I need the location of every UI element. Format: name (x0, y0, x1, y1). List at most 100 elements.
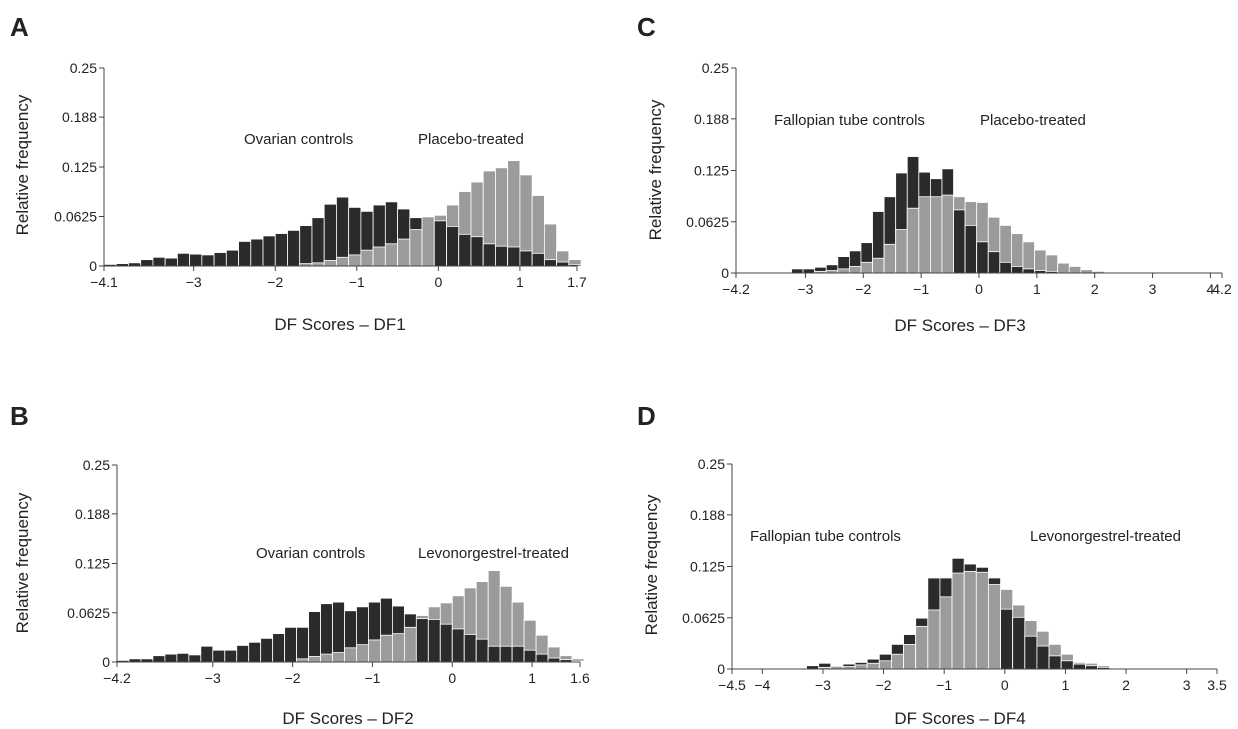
panel-b-bar-treated-20 (356, 644, 369, 663)
panel-d-bar-treated-13 (927, 609, 941, 670)
panel-b-bar-control-31 (487, 645, 501, 663)
panel-a-bar-control-5 (164, 257, 178, 267)
panel-b-bar-control-34 (523, 649, 537, 663)
panel-c-bar-control-1 (802, 268, 816, 274)
panel-a-bar-control-10 (225, 249, 239, 267)
panel-a-x-tick-label: −3 (186, 274, 202, 290)
panel-d-bar-control-19 (1000, 608, 1014, 670)
panel-c-x-tick-label: 4.2 (1212, 281, 1232, 297)
panel-c-x-tick-label: −3 (797, 281, 813, 297)
panel-d: D 0 0.0625 0.125 0.188 0.25 −4.5 −4 −3 −2 −1 0 1 2 3 3.… (637, 401, 1227, 728)
panel-b-bar-control-16 (308, 611, 321, 663)
panel-b-bar-control-8 (212, 649, 226, 663)
panel-c-x-tick-label: 4 (1207, 281, 1215, 297)
panel-d-bar-control-23 (1048, 655, 1062, 670)
panel-b-bar-treated-17 (320, 653, 333, 663)
panel-d-y-tick-label: 0.125 (690, 559, 725, 575)
panel-d-bar-treated-7 (854, 664, 868, 670)
panel-b-bar-control-27 (439, 623, 453, 663)
panel-a-y-tick-label: 0.188 (62, 109, 97, 125)
panel-b-bar-treated-21 (368, 639, 381, 663)
panel-b-control-label: Ovarian controls (256, 545, 365, 562)
panel-b-bar-control-11 (248, 641, 262, 663)
panel-a-bar-treated-25 (409, 229, 423, 267)
panel-b-x-tick-label: 0 (448, 670, 456, 686)
panel-a-x-axis-title: DF Scores – DF1 (274, 315, 405, 334)
panel-b-x-tick-label: 1.6 (570, 670, 590, 686)
panel-b-bar-control-33 (511, 645, 525, 663)
panel-a-bar-control-35 (531, 252, 545, 267)
panel-c-bar-control-19 (1011, 266, 1024, 274)
panel-b-x-tick-label: −4.2 (103, 670, 131, 686)
panel-b-bar-control-26 (427, 619, 441, 663)
panel-b-bar-treated-18 (332, 652, 345, 663)
panel-c-bar-treated-9 (895, 229, 908, 274)
panel-a-bar-control-11 (238, 241, 252, 267)
panel-a-bar-treated-19 (336, 256, 350, 267)
panel-a-bar-control-12 (250, 238, 264, 267)
panel-b-bar-control-28 (451, 628, 465, 663)
panel-a-bar-control-8 (201, 254, 215, 267)
panel-a-bar-treated-23 (384, 243, 398, 267)
panel-b-bar-treated-24 (403, 626, 417, 663)
panel-b-bar-control-12 (260, 637, 274, 663)
panel-c-y-tick-label: 0.125 (694, 163, 729, 179)
panel-a-bar-control-13 (262, 235, 276, 267)
panel-c-x-tick-label: −1 (913, 281, 929, 297)
panel-b-bar-control-15 (296, 626, 309, 663)
panel-a-bar-treated-26 (421, 216, 435, 267)
panel-b-bar-control-13 (272, 633, 286, 663)
panel-a-x-tick-label: 0 (434, 274, 442, 290)
panel-d-bar-treated-10 (891, 653, 904, 670)
panel-b-x-axis-title: DF Scores – DF2 (282, 709, 413, 728)
panel-d-x-tick-label: 3.5 (1207, 677, 1227, 693)
panel-c-bar-treated-21 (1034, 249, 1047, 274)
panel-d-x-tick-label: −4 (754, 677, 770, 693)
panel-c-bar-treated-5 (849, 266, 862, 274)
panel-c-bar-control-20 (1022, 268, 1035, 274)
panel-c-bar-treated-10 (906, 207, 920, 274)
panel-c-control-label: Fallopian tube controls (774, 112, 925, 129)
panel-b-bar-control-5 (176, 652, 190, 663)
panel-a-bar-treated-21 (360, 249, 374, 267)
panel-d-bar-treated-14 (939, 596, 953, 670)
panel-a-bar-control-18 (323, 203, 337, 267)
panel-a-y-tick-label: 0.0625 (54, 209, 97, 225)
panel-a: A 0 0.0625 0.125 0.188 0.25 −4.1 −3 −2 −1 0 1 1.7 DF … (10, 12, 587, 334)
panel-d-x-tick-label: 2 (1122, 677, 1130, 693)
panel-b-x-tick-label: −3 (205, 670, 221, 686)
panel-a-bar-control-33 (507, 246, 521, 267)
panel-a-x-tick-label: −1 (349, 274, 365, 290)
panel-b-x-tick-label: −2 (285, 670, 301, 686)
panel-a-bar-treated-18 (323, 260, 337, 267)
panel-d-y-axis-title: Relative frequency (642, 494, 661, 635)
panel-c-bar-treated-12 (930, 196, 943, 274)
panel-c-bar-treated-13 (941, 194, 954, 274)
panel-c-y-tick-label: 0 (721, 265, 729, 281)
panel-b-y-axis-title: Relative frequency (13, 492, 32, 633)
panel-d-treated-label: Levonorgestrel-treated (1030, 528, 1181, 545)
panel-b-bar-control-25 (415, 618, 429, 663)
panel-a-bar-control-34 (519, 250, 533, 267)
panel-a-control-label: Ovarian controls (244, 131, 353, 148)
panel-a-y-axis-title: Relative frequency (13, 94, 32, 235)
panel-a-bar-control-16 (299, 225, 313, 267)
panel-b-bar-control-29 (463, 634, 477, 663)
panel-c-x-tick-label: 3 (1149, 281, 1157, 297)
panel-d-x-tick-label: −1 (936, 677, 952, 693)
panel-b-bar-control-7 (200, 645, 214, 663)
panel-c-bar-control-18 (999, 261, 1012, 274)
panel-d-bar-treated-15 (951, 572, 965, 670)
panel-d-bar-control-24 (1060, 660, 1074, 670)
panel-c-x-axis-title: DF Scores – DF3 (894, 316, 1025, 335)
panel-b-bar-treated-23 (392, 633, 405, 663)
panel-a-y-tick-label: 0.125 (62, 159, 97, 175)
panel-d-x-tick-label: −3 (815, 677, 831, 693)
panel-a-bar-control-32 (495, 245, 509, 267)
panel-a-bar-control-7 (189, 253, 203, 267)
panel-d-bar-treated-9 (878, 660, 892, 670)
panel-c-bar-control-0 (791, 268, 804, 274)
panel-a-bar-control-37 (556, 261, 570, 267)
panel-c-y-axis-title: Relative frequency (646, 99, 665, 240)
panel-d-bar-treated-8 (866, 662, 880, 670)
